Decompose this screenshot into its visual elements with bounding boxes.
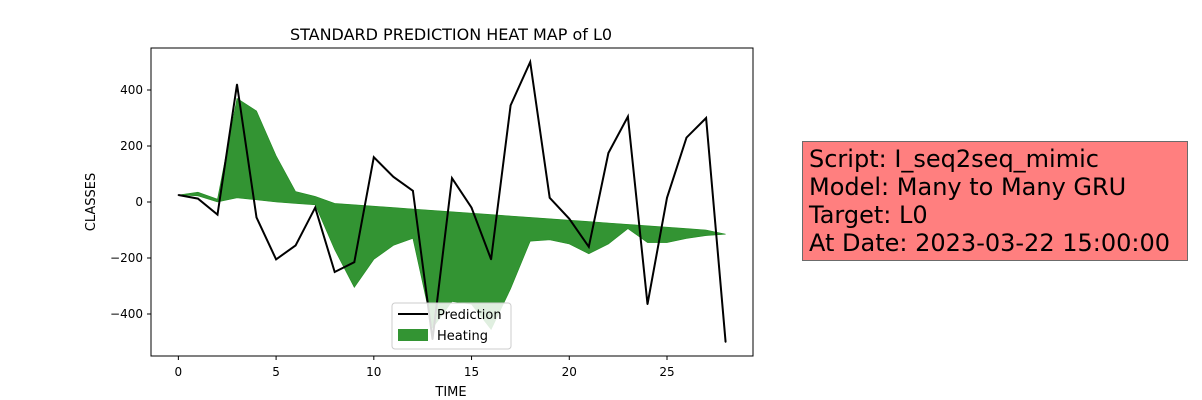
prediction-point: [588, 246, 590, 248]
legend-heating-label: Heating: [437, 329, 488, 344]
prediction-point: [373, 156, 375, 158]
legend: Prediction Heating: [391, 302, 512, 350]
y-axis-title: CLASSES: [84, 173, 99, 231]
prediction-point: [216, 213, 219, 216]
prediction-point: [451, 177, 453, 179]
x-tick-label: 5: [272, 365, 280, 379]
prediction-point: [509, 104, 512, 107]
info-model: Model: Many to Many GRU: [809, 173, 1127, 201]
y-tick-label: −400: [110, 307, 143, 321]
prediction-point: [275, 258, 277, 261]
prediction-point: [294, 244, 297, 247]
prediction-point: [177, 194, 180, 196]
heating-area: [178, 97, 726, 330]
chart-title: STANDARD PREDICTION HEAT MAP of L0: [290, 25, 612, 44]
prediction-point: [548, 197, 551, 199]
axes: 0 5 10 15 20 25 −400 −200 0 200 400: [110, 47, 754, 379]
x-tick-label: 15: [464, 365, 479, 379]
info-box: Script: I_seq2seq_mimic Model: Many to M…: [802, 141, 1188, 261]
prediction-point: [568, 218, 571, 220]
info-date: At Date: 2023-03-22 15:00:00: [809, 229, 1171, 257]
prediction-point: [236, 83, 238, 86]
prediction-point: [353, 261, 356, 264]
y-tick-label: 200: [120, 139, 143, 153]
prediction-point: [392, 176, 395, 178]
prediction-point: [197, 197, 199, 200]
prediction-point: [412, 190, 414, 192]
prediction-point: [314, 206, 317, 209]
prediction-point: [490, 258, 492, 261]
x-tick-label: 25: [659, 365, 674, 379]
prediction-point: [255, 216, 258, 219]
prediction-point: [705, 117, 707, 119]
info-target: Target: L0: [809, 201, 928, 229]
prediction-point: [724, 341, 727, 343]
prediction-point: [666, 197, 668, 199]
x-tick-label: 20: [562, 365, 577, 379]
prediction-point: [646, 303, 649, 306]
prediction-point: [685, 136, 688, 139]
y-tick-label: −200: [110, 251, 143, 265]
prediction-point: [529, 61, 531, 63]
prediction-point: [333, 271, 336, 273]
prediction-point: [627, 115, 629, 118]
info-script: Script: I_seq2seq_mimic: [809, 145, 1099, 173]
legend-prediction-label: Prediction: [437, 308, 502, 323]
plot-area: [177, 58, 727, 343]
y-tick-label: 0: [135, 195, 143, 209]
prediction-point: [607, 152, 610, 154]
prediction-point: [470, 206, 473, 209]
legend-heating-swatch: [398, 329, 428, 341]
x-tick-label: 0: [175, 365, 183, 379]
x-axis-title: TIME: [434, 385, 466, 400]
y-tick-label: 400: [120, 83, 143, 97]
x-tick-label: 10: [366, 365, 381, 379]
